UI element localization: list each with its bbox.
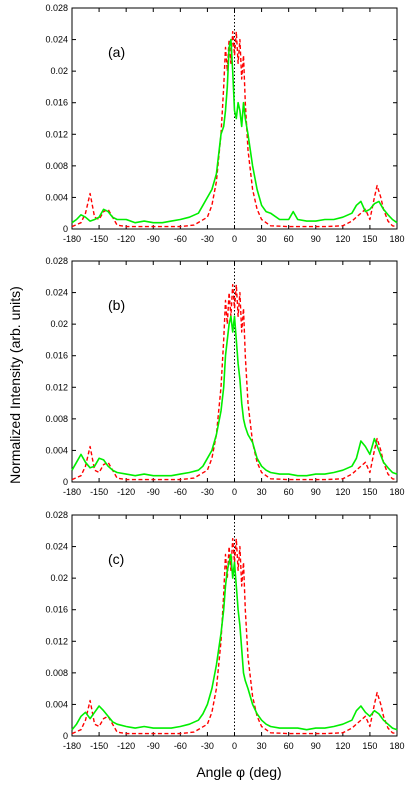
series-line-dashed <box>71 538 398 735</box>
x-tick-label: 150 <box>362 487 377 497</box>
y-tick-label: 0.016 <box>45 605 68 615</box>
x-tick-label: 60 <box>284 487 294 497</box>
series-line-solid <box>71 38 398 224</box>
y-tick-label: 0.016 <box>45 98 68 108</box>
x-tick-label: -120 <box>117 234 135 244</box>
panels: -180 -150 -120 -90 -60 -30 0 30 60 90 120 150 180 0 0.… <box>45 3 404 751</box>
y-tick-label: 0 <box>63 731 68 741</box>
x-tick-label: -30 <box>201 487 214 497</box>
plot-frame <box>71 260 398 483</box>
x-tick-label: -180 <box>63 234 81 244</box>
x-tick-label: 120 <box>335 487 350 497</box>
x-tick-label: 150 <box>362 741 377 751</box>
x-tick-label: 60 <box>284 741 294 751</box>
y-tick-label: 0.008 <box>45 161 68 171</box>
x-tick-label: 0 <box>232 741 237 751</box>
x-tick-label: 0 <box>232 234 237 244</box>
x-tick-label: 120 <box>335 741 350 751</box>
y-tick-label: 0.012 <box>45 382 68 392</box>
series-line-solid <box>71 553 398 731</box>
y-tick-label: 0.02 <box>50 66 68 76</box>
y-tick-label: 0.008 <box>45 668 68 678</box>
y-tick-label: 0.004 <box>45 699 68 709</box>
y-tick-label: 0.028 <box>45 510 68 520</box>
y-tick-label: 0.028 <box>45 256 68 266</box>
plot-frame <box>71 7 398 230</box>
x-tick-label: -150 <box>90 487 108 497</box>
y-tick-label: 0.008 <box>45 414 68 424</box>
y-tick-label: 0.02 <box>50 319 68 329</box>
x-tick-label: -60 <box>174 234 187 244</box>
y-tick-label: 0.016 <box>45 351 68 361</box>
y-tick-label: 0.024 <box>45 35 68 45</box>
y-tick-label: 0.004 <box>45 445 68 455</box>
x-axis-label: Angle φ (deg) <box>196 764 281 780</box>
series-line-solid <box>71 315 398 477</box>
x-tick-label: 60 <box>284 234 294 244</box>
panel-label: (a) <box>108 44 125 60</box>
x-tick-label: 180 <box>389 487 404 497</box>
y-tick-label: 0.024 <box>45 288 68 298</box>
y-tick-label: 0.02 <box>50 573 68 583</box>
panel-1: -180 -150 -120 -90 -60 -30 0 30 60 90 120 150 180 0 0.… <box>45 3 404 244</box>
panel-label: (c) <box>108 551 124 567</box>
y-axis-label: Normalized Intensity (arb. units) <box>7 286 23 484</box>
x-tick-label: -150 <box>90 741 108 751</box>
x-tick-label: -60 <box>174 487 187 497</box>
x-tick-label: 30 <box>257 487 267 497</box>
x-tick-label: -30 <box>201 741 214 751</box>
x-tick-label: -90 <box>147 487 160 497</box>
x-tick-label: 150 <box>362 234 377 244</box>
x-tick-label: -180 <box>63 487 81 497</box>
y-tick-label: 0.012 <box>45 636 68 646</box>
y-tick-label: 0.024 <box>45 542 68 552</box>
x-tick-label: -180 <box>63 741 81 751</box>
y-tick-label: 0 <box>63 224 68 234</box>
y-tick-label: 0.012 <box>45 129 68 139</box>
y-tick-label: 0.028 <box>45 3 68 13</box>
x-tick-label: -150 <box>90 234 108 244</box>
x-tick-label: 180 <box>389 741 404 751</box>
y-tick-label: 0.004 <box>45 192 68 202</box>
series-line-dashed <box>71 31 398 228</box>
x-tick-label: 30 <box>257 234 267 244</box>
x-tick-label: 120 <box>335 234 350 244</box>
x-tick-label: 0 <box>232 487 237 497</box>
panel-2: -180 -150 -120 -90 -60 -30 0 30 60 90 120 150 180 0 0.… <box>45 256 404 497</box>
x-tick-label: -90 <box>147 741 160 751</box>
x-tick-label: 90 <box>311 234 321 244</box>
panel-label: (b) <box>108 297 125 313</box>
x-tick-label: -90 <box>147 234 160 244</box>
x-tick-label: -60 <box>174 741 187 751</box>
y-tick-label: 0 <box>63 477 68 487</box>
x-tick-label: -120 <box>117 487 135 497</box>
x-tick-label: -30 <box>201 234 214 244</box>
x-tick-label: 30 <box>257 741 267 751</box>
x-tick-label: 90 <box>311 741 321 751</box>
x-tick-label: 90 <box>311 487 321 497</box>
x-tick-label: -120 <box>117 741 135 751</box>
x-tick-label: 180 <box>389 234 404 244</box>
plot-frame <box>71 514 398 737</box>
panel-3: -180 -150 -120 -90 -60 -30 0 30 60 90 120 150 180 0 0.… <box>45 510 404 751</box>
series-line-dashed <box>71 284 398 481</box>
